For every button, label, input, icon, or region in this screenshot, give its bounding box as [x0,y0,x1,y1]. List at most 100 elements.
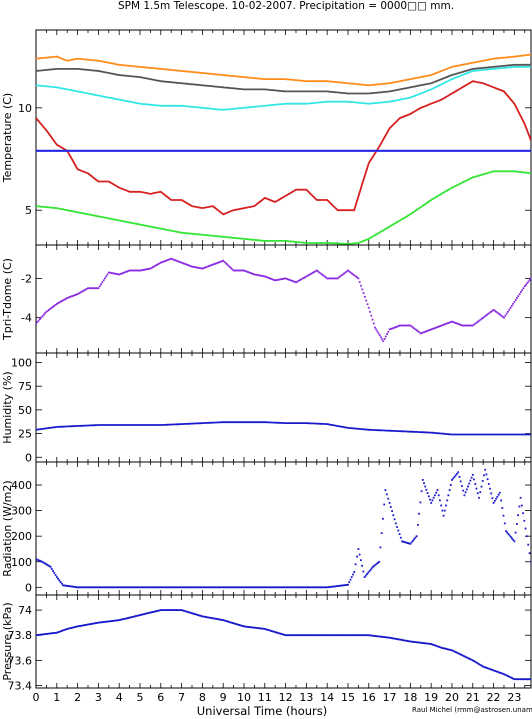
data-point [171,586,173,589]
data-point [331,277,334,280]
data-point [414,328,417,331]
data-point [491,309,494,312]
data-point [59,300,62,303]
data-point [338,584,341,587]
data-point [293,586,296,589]
data-point [135,269,137,272]
data-point [98,586,100,589]
data-point [307,586,310,589]
data-point [436,489,439,491]
data-point [415,535,418,538]
data-point [170,586,172,589]
y-tick-label: 50 [18,404,32,417]
data-point [152,611,155,613]
data-point [95,586,98,589]
data-point [146,268,149,270]
data-point [304,586,307,589]
data-point [267,629,270,631]
data-point [178,609,180,611]
data-point [249,586,252,589]
data-point [89,287,92,290]
data-point [241,586,244,589]
data-point [448,489,451,491]
data-point [375,562,378,565]
data-point [487,312,490,315]
data-point [109,586,112,589]
data-point [371,634,374,637]
data-point [176,260,179,263]
data-point [431,499,434,502]
data-point [333,585,336,588]
data-point [363,576,366,578]
data-point [466,656,469,659]
data-point [61,629,63,632]
data-point [347,583,349,586]
data-point [439,646,442,649]
x-tick-label: 19 [424,691,438,704]
data-point [303,586,306,589]
data-point [459,480,462,483]
data-point [481,664,483,667]
data-point [416,641,419,644]
data-point [94,586,97,589]
data-point [359,634,362,637]
data-point [290,634,293,637]
data-point [297,279,300,282]
data-point [83,289,85,292]
data-point [44,633,47,635]
data-point [67,585,69,587]
data-point [311,634,314,637]
data-point [456,322,459,325]
data-point [458,653,461,655]
data-point [512,677,514,680]
data-point [368,570,371,573]
data-point [262,275,265,278]
data-point [100,283,102,286]
x-tick-label: 7 [178,691,185,704]
data-point [231,586,234,589]
x-tick-label: 10 [237,691,251,704]
data-point [207,586,210,589]
data-point [410,325,413,328]
data-point [387,497,390,500]
data-point [119,618,122,621]
data-point [168,609,171,611]
data-point [62,299,65,302]
data-point [405,541,408,544]
data-point [411,640,414,643]
data-point [224,620,227,622]
data-point [213,263,215,265]
x-tick-label: 16 [362,691,376,704]
panel-1: 5 10 Temperature (C) [1,29,532,246]
data-point [89,586,92,589]
panel-frame [35,352,532,463]
data-point [41,633,43,636]
data-point [400,324,403,327]
data-point [525,678,527,681]
data-point [42,633,45,636]
data-point [163,260,166,263]
data-point [303,634,305,637]
series-line [36,80,531,216]
data-point [81,290,84,292]
data-point [181,609,184,612]
data-point [239,269,241,272]
data-point [179,261,182,264]
data-point [286,278,288,280]
data-point [86,586,89,589]
data-point [323,586,326,589]
data-point [260,627,262,630]
data-point [237,623,239,626]
data-point [230,621,233,624]
data-point [468,482,471,485]
data-point [404,639,407,642]
data-point [115,619,118,622]
data-point [478,319,481,322]
series-2 [36,63,531,95]
data-point [507,675,509,677]
data-point [65,584,68,587]
data-point [347,634,349,637]
data-point [312,586,315,589]
data-point [501,507,504,509]
data-point [277,632,280,634]
